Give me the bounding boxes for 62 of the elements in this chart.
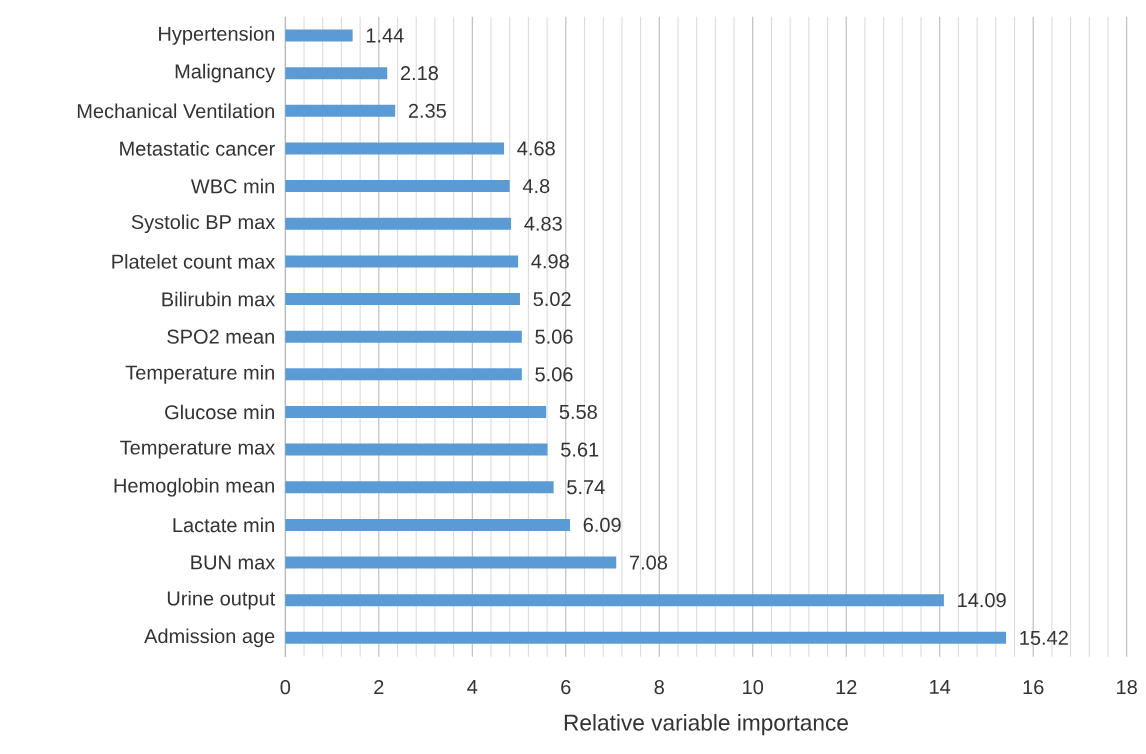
bar bbox=[285, 180, 510, 193]
y-tick-label: Systolic BP max bbox=[131, 214, 276, 234]
x-tick-label: 14 bbox=[930, 680, 951, 694]
y-tick-label: Hemoglobin mean bbox=[114, 477, 274, 497]
data-label: 5.02 bbox=[533, 291, 571, 307]
y-tick-label: Glucose min bbox=[165, 404, 274, 420]
x-tick-label: 18 bbox=[1117, 680, 1137, 695]
x-tick-label: 12 bbox=[836, 680, 857, 695]
y-tick-label: Urine output bbox=[167, 590, 276, 610]
bar bbox=[285, 29, 353, 42]
x-tick-label: 8 bbox=[654, 680, 664, 695]
x-tick-label: 16 bbox=[1023, 680, 1044, 695]
x-tick-label: 10 bbox=[743, 680, 764, 695]
y-tick-label: Metastatic cancer bbox=[120, 141, 275, 156]
data-label: 2.18 bbox=[400, 66, 438, 81]
bar bbox=[285, 368, 522, 381]
data-label: 4.83 bbox=[524, 216, 562, 231]
bar bbox=[285, 67, 388, 80]
x-tick-label: 0 bbox=[280, 680, 291, 695]
bar bbox=[285, 293, 520, 306]
bar bbox=[285, 481, 554, 494]
bar bbox=[285, 443, 548, 456]
x-tick-label: 4 bbox=[467, 680, 478, 694]
bar bbox=[285, 142, 505, 155]
data-label: 15.42 bbox=[1020, 630, 1068, 645]
y-tick-label: Bilirubin max bbox=[162, 291, 276, 307]
bar bbox=[285, 631, 1007, 644]
bar bbox=[285, 104, 396, 117]
bar bbox=[285, 518, 570, 531]
data-label: 5.58 bbox=[559, 404, 597, 420]
y-tick-label: Temperature max bbox=[120, 440, 276, 459]
y-tick-label: Malignancy bbox=[175, 63, 276, 83]
data-label: 1.44 bbox=[366, 28, 404, 43]
data-label: 5.74 bbox=[567, 480, 605, 495]
x-axis-title: Relative variable importance bbox=[564, 714, 848, 736]
y-tick-label: Mechanical Ventilation bbox=[77, 103, 274, 119]
y-tick-label: Hypertension bbox=[159, 26, 274, 45]
bar bbox=[285, 405, 547, 418]
bar bbox=[285, 556, 617, 569]
data-label: 4.68 bbox=[517, 141, 555, 156]
x-tick-label: 2 bbox=[374, 680, 384, 695]
data-label: 5.61 bbox=[561, 442, 599, 457]
y-tick-label: Temperature min bbox=[125, 365, 274, 384]
bar bbox=[285, 255, 519, 268]
data-label: 4.98 bbox=[531, 254, 569, 269]
data-label: 5.06 bbox=[535, 367, 573, 382]
data-label: 2.35 bbox=[408, 103, 446, 118]
y-tick-label: WBC min bbox=[190, 178, 274, 194]
y-tick-label: Admission age bbox=[144, 628, 275, 648]
y-tick-label: BUN max bbox=[191, 555, 276, 570]
x-tick-label: 6 bbox=[561, 680, 571, 695]
data-label: 6.09 bbox=[583, 517, 621, 532]
y-tick-label: Platelet count max bbox=[112, 254, 276, 269]
data-label: 14.09 bbox=[958, 593, 1006, 608]
data-label: 4.8 bbox=[522, 179, 550, 194]
bar bbox=[285, 594, 944, 607]
y-tick-label: SPO2 mean bbox=[167, 329, 274, 344]
bar bbox=[285, 217, 512, 230]
data-label: 7.08 bbox=[630, 555, 668, 570]
bar bbox=[285, 330, 522, 343]
data-label: 5.06 bbox=[535, 329, 573, 344]
y-tick-label: Lactate min bbox=[173, 517, 274, 533]
